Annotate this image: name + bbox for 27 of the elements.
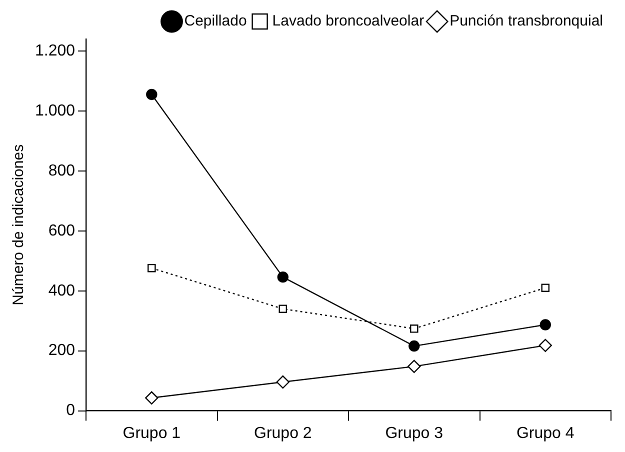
y-tick-label: 800	[48, 162, 76, 180]
point	[145, 391, 158, 405]
y-tick-label: 1.000	[34, 102, 76, 120]
y-axis-title: Número de indicaciones	[10, 144, 28, 306]
point	[408, 360, 421, 374]
legend-label: Lavado broncoalveolar	[272, 12, 424, 30]
x-tick-label: Grupo 2	[254, 424, 312, 442]
y-tick-label: 1.200	[34, 42, 76, 60]
legend-label: Punción transbronquial	[450, 12, 603, 30]
point	[541, 284, 550, 292]
y-tick-label: 400	[48, 282, 76, 300]
point	[408, 340, 420, 352]
x-tick-label: Grupo 3	[385, 424, 444, 442]
y-tick-label: 200	[48, 342, 76, 360]
point	[148, 264, 156, 272]
y-tick-label: 600	[48, 222, 76, 240]
point	[278, 304, 288, 313]
point	[410, 324, 418, 333]
y-tick-label: 0	[66, 402, 76, 420]
point	[540, 319, 551, 330]
legend-label: Cepillado	[184, 12, 247, 30]
x-tick-label: Grupo 4	[516, 424, 574, 442]
point	[276, 375, 290, 389]
x-tick-label: Grupo 1	[122, 424, 181, 442]
point	[146, 88, 158, 100]
point	[538, 338, 552, 352]
point	[277, 271, 288, 283]
